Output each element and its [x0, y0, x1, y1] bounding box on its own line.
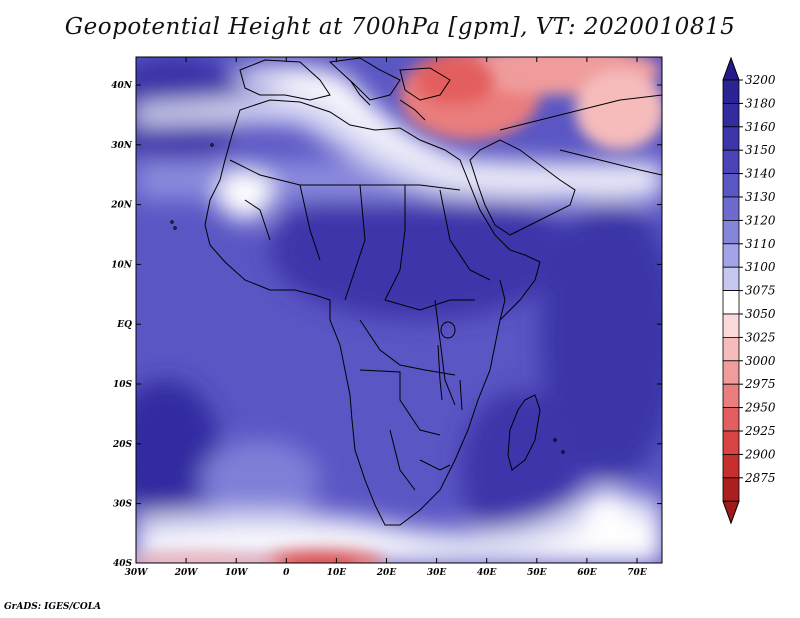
colorbar-segment	[722, 79, 740, 104]
colorbar-segment	[722, 126, 740, 151]
lat-label: 30S	[113, 500, 133, 510]
colorbar-label: 3100	[745, 260, 776, 274]
colorbar-label: 3130	[745, 190, 776, 204]
lat-label: 30N	[111, 141, 133, 151]
colorbar-segment	[722, 313, 740, 338]
colorbar-segment	[722, 430, 740, 455]
coastlines	[170, 57, 662, 526]
lon-label: 40E	[477, 568, 497, 578]
colorbar-label: 3150	[745, 143, 776, 157]
lon-label: 20W	[174, 568, 199, 578]
colorbar-label: 2975	[744, 377, 776, 391]
map-title: Geopotential Height at 700hPa [gpm], VT:…	[64, 14, 736, 40]
colorbar-segment	[722, 173, 740, 198]
lat-label: 20N	[110, 201, 133, 211]
map-ticks: 30W 20W 10W 0 10E 20E 30E 40E 50E 60E 70E 40N 30N 20N…	[110, 57, 662, 578]
colorbar-label: 3180	[745, 96, 776, 110]
lon-label: 30W	[125, 568, 149, 578]
lon-label: 10W	[225, 568, 249, 578]
footer-credit: GrADS: IGES/COLA	[4, 602, 102, 612]
colorbar-label: 3025	[745, 330, 776, 344]
colorbar-label: 3050	[745, 307, 776, 321]
colorbar-segment	[722, 196, 740, 221]
colorbar-label: 2900	[744, 447, 776, 461]
colorbar-label: 3160	[745, 120, 776, 134]
colorbar-segment	[722, 453, 740, 479]
map-field	[136, 57, 662, 563]
colorbar-segment	[722, 407, 740, 432]
lat-label: 40N	[111, 81, 133, 91]
colorbar-label: 2925	[744, 424, 776, 438]
colorbar: 3200 3180 3160 3150 3140 3130 3120 3110 3100 3075…	[722, 56, 776, 525]
map-frame	[135, 56, 663, 564]
colorbar-label: 3110	[745, 237, 776, 251]
lon-label: 0	[283, 568, 290, 578]
lon-label: 60E	[577, 568, 597, 578]
colorbar-label: 3000	[745, 354, 776, 368]
lon-label: 10E	[327, 568, 347, 578]
lon-label: 20E	[376, 568, 397, 578]
colorbar-label: 3200	[745, 73, 776, 87]
lon-label: 70E	[627, 568, 647, 578]
colorbar-segment	[722, 243, 740, 268]
colorbar-segment	[722, 103, 740, 128]
colorbar-label: 3140	[745, 167, 776, 181]
colorbar-segment	[722, 219, 740, 245]
lon-label: 30E	[427, 568, 447, 578]
lat-label: 10N	[111, 260, 133, 270]
lat-label: 10S	[113, 380, 133, 390]
colorbar-segment	[722, 477, 740, 502]
colorbar-segment	[722, 336, 740, 362]
colorbar-label: 2950	[744, 401, 776, 415]
lat-label: 40S	[113, 559, 133, 569]
colorbar-segment	[722, 383, 740, 409]
colorbar-label: 3120	[745, 213, 776, 227]
colorbar-segment	[722, 149, 740, 174]
colorbar-label: 2875	[744, 471, 776, 485]
lat-label: EQ	[116, 320, 132, 330]
colorbar-segment	[722, 290, 740, 315]
colorbar-top-cap	[722, 56, 740, 81]
colorbar-segment	[722, 360, 740, 385]
colorbar-bottom-cap	[722, 500, 740, 525]
colorbar-segment	[722, 266, 740, 292]
lon-label: 50E	[527, 568, 547, 578]
lat-label: 20S	[112, 440, 133, 450]
colorbar-label: 3075	[745, 284, 776, 298]
